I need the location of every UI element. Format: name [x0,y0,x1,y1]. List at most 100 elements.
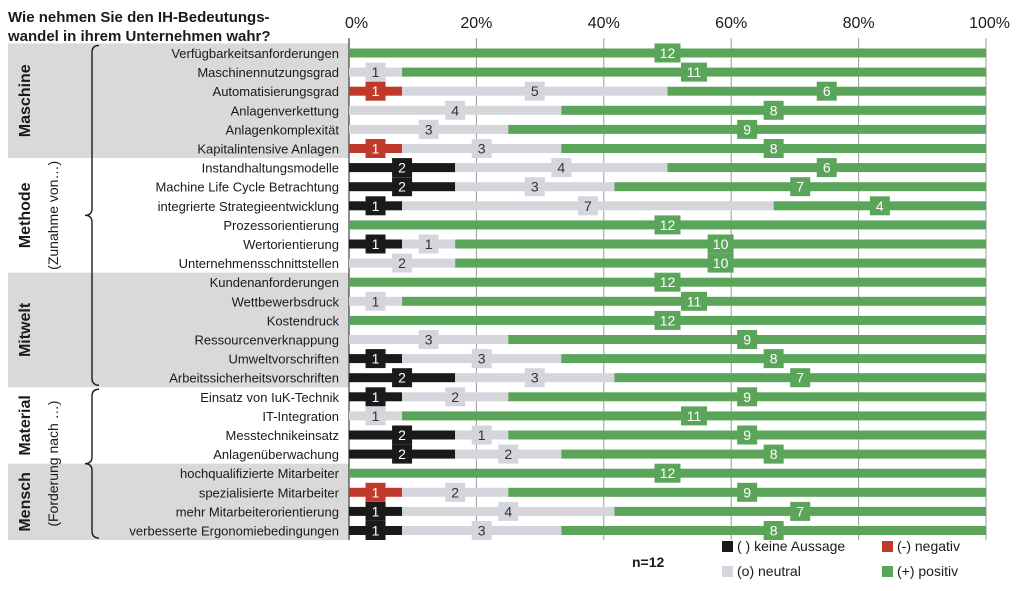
data-label-box [551,158,572,178]
data-label: 5 [531,83,539,99]
data-label: 9 [743,427,751,443]
data-label: 3 [531,179,539,195]
data-label: 10 [713,236,729,252]
data-label-box [471,425,492,445]
data-label-box [445,100,466,120]
category-label: Kundenanforderungen [210,275,339,290]
data-label: 1 [372,64,380,80]
sample-size-label: n=12 [632,554,665,570]
category-label: mehr Mitarbeiterorientierung [176,504,339,519]
data-label-box [654,43,681,63]
data-label: 10 [713,255,729,271]
data-label: 6 [823,160,831,176]
data-label: 8 [770,351,778,367]
x-tick-label: 20% [460,15,492,32]
data-label: 8 [770,446,778,462]
data-label-box [681,406,708,426]
category-label: Umweltvorschriften [228,352,339,367]
group-label: Material [17,395,34,455]
data-label: 1 [372,351,380,367]
data-label: 9 [743,484,751,500]
legend: ( ) keine Aussage (-) negativ (o) neutral (… [722,538,960,579]
group-label: Methode [17,182,34,248]
data-label: 7 [796,179,804,195]
data-label: 8 [770,141,778,157]
data-label: 9 [743,389,751,405]
data-label-box [471,521,492,540]
data-label: 9 [743,121,751,137]
data-label: 12 [660,217,676,233]
category-label: Anlagenüberwachung [213,447,339,462]
bars [349,43,987,540]
data-label: 12 [660,45,676,61]
data-label-box [471,139,492,158]
data-label: 4 [451,102,459,118]
category-label: Messtechnikeinsatz [226,428,339,443]
data-label: 2 [504,446,512,462]
data-label-box [737,119,758,139]
data-label: 7 [796,503,804,519]
data-label: 1 [372,141,380,157]
data-label-box [737,482,758,502]
data-label: 1 [478,427,486,443]
data-label: 3 [425,121,433,137]
data-label-box [524,177,545,197]
data-label-box [392,158,413,178]
data-label-box [654,215,681,235]
group-bands [8,43,349,541]
data-label: 2 [398,160,406,176]
data-label: 1 [372,293,380,309]
data-label-box [524,81,545,101]
data-label: 6 [823,83,831,99]
data-label-box [869,196,890,216]
data-label: 8 [770,102,778,118]
data-label-box [654,272,681,292]
x-tick-label: 0% [345,15,368,32]
group-band [8,43,349,159]
data-label-box [654,310,681,330]
data-label-box [498,501,519,521]
category-label: Arbeitssicherheitsvorschriften [169,371,339,386]
data-label: 8 [770,523,778,539]
data-label: 11 [687,64,702,80]
data-label-box [365,62,386,82]
data-label-box [471,349,492,369]
data-label-box [365,349,386,369]
data-label-box [707,253,734,273]
data-label-box [365,291,386,311]
data-label-box [498,444,519,464]
data-label-box [707,234,734,254]
category-label: verbesserte Ergonomiebedingungen [129,524,339,539]
data-label: 12 [660,465,676,481]
data-label-box [365,501,386,521]
category-label: Wettbewerbsdruck [232,294,340,309]
data-label: 1 [372,236,380,252]
data-label: 1 [372,83,380,99]
data-label-box [763,521,784,540]
legend-label: (o) neutral [737,563,801,579]
group-label: Mensch [17,472,34,532]
legend-label: (+) positiv [897,563,958,579]
data-label-box [816,158,837,178]
legend-label: (-) negativ [897,538,960,554]
group-label: Maschine [17,64,34,137]
brace-note: (Zunahme von…) [45,161,61,270]
data-label-box [763,100,784,120]
data-label-box [816,81,837,101]
data-label: 1 [425,236,433,252]
legend-label: ( ) keine Aussage [737,538,845,554]
data-label-box [445,387,466,407]
data-label: 2 [398,255,406,271]
data-label: 7 [584,198,592,214]
data-label: 4 [557,160,565,176]
data-label-box [790,177,811,197]
data-label-box [365,521,386,540]
data-label-box [392,253,413,273]
category-label: Verfügbarkeitsanforderungen [171,46,339,61]
category-label: Anlagenkomplexität [226,122,340,137]
legend-swatch [722,541,733,552]
data-label-box [763,139,784,158]
group-brace [84,44,100,386]
data-label: 4 [876,198,884,214]
